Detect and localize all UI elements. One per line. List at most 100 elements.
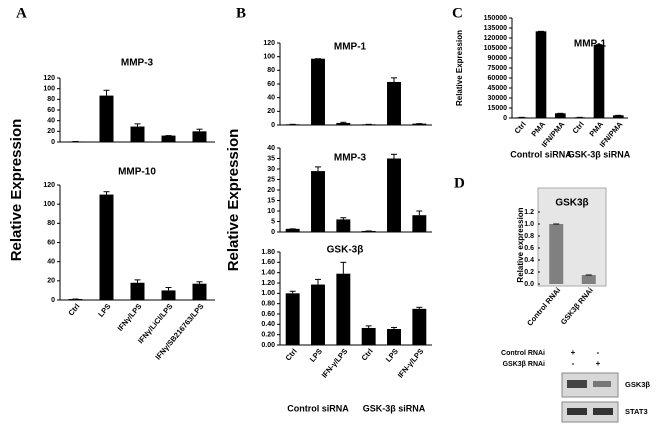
y-tick-label: 150000: [484, 15, 507, 22]
x-tick-label: LPS: [308, 347, 324, 364]
blot-mark: +: [571, 348, 576, 357]
chart-title: MMP-3: [121, 58, 154, 69]
y-tick-label: 0: [271, 229, 275, 236]
y-tick-label: 1.00: [261, 290, 275, 297]
y-tick-label: 15: [267, 197, 275, 204]
group-label: GSK-3β siRNA: [568, 149, 631, 159]
x-tick-label: IFN-γ/LPS: [320, 347, 350, 380]
y-tick-label: 1.2: [524, 209, 534, 216]
y-tick-label: 35: [267, 155, 275, 162]
y-tick-label: 80: [47, 220, 55, 227]
y-tick-label: 0.8: [524, 233, 534, 240]
x-tick-label: LPS: [96, 302, 112, 319]
chart-title: MMP-1: [574, 39, 607, 50]
y-tick-label: 30: [267, 166, 275, 173]
y-tick-label: 1.0: [524, 221, 534, 228]
y-tick-label: 1.60: [261, 259, 275, 266]
x-tick-label: Ctrl: [360, 347, 375, 363]
bar: [311, 284, 325, 345]
y-tick-label: 0: [271, 122, 275, 129]
y-tick-label: 0.2: [524, 269, 534, 276]
x-tick-label: Control RNAi: [525, 286, 562, 328]
bar: [387, 328, 401, 345]
bar: [130, 282, 145, 300]
bar: [387, 158, 401, 232]
bar: [192, 283, 207, 300]
y-tick-label: 5: [271, 218, 275, 225]
blot-mark: -: [597, 348, 600, 357]
y-tick-label: 45000: [488, 85, 508, 92]
bar: [285, 293, 300, 345]
y-tick-label: 100: [263, 54, 275, 61]
bar: [412, 215, 427, 232]
y-tick-label: 0: [51, 139, 55, 146]
y-tick-label: 40: [47, 118, 55, 125]
bar: [361, 230, 376, 232]
bar: [387, 81, 401, 125]
x-tick-label: IFN-γ/LPS: [396, 347, 426, 380]
y-tick-label: 0.6: [524, 245, 534, 252]
blot-row-label: Control RNAi: [501, 350, 545, 357]
bar: [412, 123, 427, 125]
y-tick-label: 100: [43, 86, 55, 93]
x-tick-label: LPS: [384, 347, 400, 364]
y-tick-label: 0.00: [261, 342, 275, 349]
y-axis-label: Relative expression: [516, 207, 525, 282]
blot-band: [593, 408, 613, 415]
bar: [412, 308, 427, 345]
panel-letter: C: [452, 5, 463, 21]
x-tick-label: PMA: [529, 119, 547, 138]
y-tick-label: 105000: [484, 45, 507, 52]
group-label: Control siRNA: [510, 149, 572, 159]
y-tick-label: 40: [47, 259, 55, 266]
y-tick-label: 0.40: [261, 321, 275, 328]
bar: [99, 194, 114, 300]
bar: [192, 131, 207, 142]
y-tick-label: 120000: [484, 35, 507, 42]
x-tick-label: Ctrl: [513, 120, 528, 136]
y-tick-label: 30000: [488, 95, 508, 102]
y-tick-label: 1.80: [261, 249, 275, 256]
y-tick-label: 60000: [488, 75, 508, 82]
x-tick-label: Ctrl: [571, 120, 586, 136]
blot-row-label: GSK3β RNAi: [503, 361, 545, 368]
x-tick-label: Ctrl: [284, 347, 299, 363]
y-tick-label: 120: [43, 75, 55, 82]
bar: [285, 228, 300, 232]
chart-title: MMP-1: [334, 42, 367, 53]
y-tick-label: 10: [267, 208, 275, 215]
y-tick-label: 20: [47, 278, 55, 285]
bar: [336, 273, 351, 345]
x-tick-label: PMA: [587, 119, 605, 138]
blot-mark: -: [572, 359, 575, 368]
y-tick-label: 60: [47, 107, 55, 114]
y-tick-label: 135000: [484, 25, 507, 32]
y-tick-label: 0.80: [261, 301, 275, 308]
bar: [361, 327, 376, 345]
y-tick-label: 75000: [488, 65, 508, 72]
y-axis-label: Relative Expression: [225, 129, 242, 272]
blot-mark: +: [596, 359, 601, 368]
y-axis-label: Relative Expression: [8, 119, 25, 262]
bar: [130, 126, 145, 142]
y-tick-label: 15000: [488, 105, 508, 112]
panel-letter: D: [454, 175, 465, 191]
bar: [161, 135, 176, 142]
group-label: GSK-3β siRNA: [363, 403, 426, 413]
band-label: GSK3β: [625, 380, 650, 389]
blot-band: [567, 408, 587, 415]
y-tick-label: 20: [47, 128, 55, 135]
bar: [99, 95, 114, 142]
y-tick-label: 0: [503, 115, 507, 122]
chart-title: MMP-3: [334, 153, 367, 164]
blot-band: [593, 381, 611, 387]
x-tick-label: IFNγ/LPS: [115, 302, 143, 333]
y-tick-label: 1.40: [261, 270, 275, 277]
bar: [555, 113, 566, 118]
bar: [549, 224, 564, 284]
y-tick-label: 90000: [488, 55, 508, 62]
y-tick-label: 25: [267, 176, 275, 183]
panel-letter: B: [236, 5, 246, 21]
chart-title: GSK-3β: [327, 245, 364, 256]
